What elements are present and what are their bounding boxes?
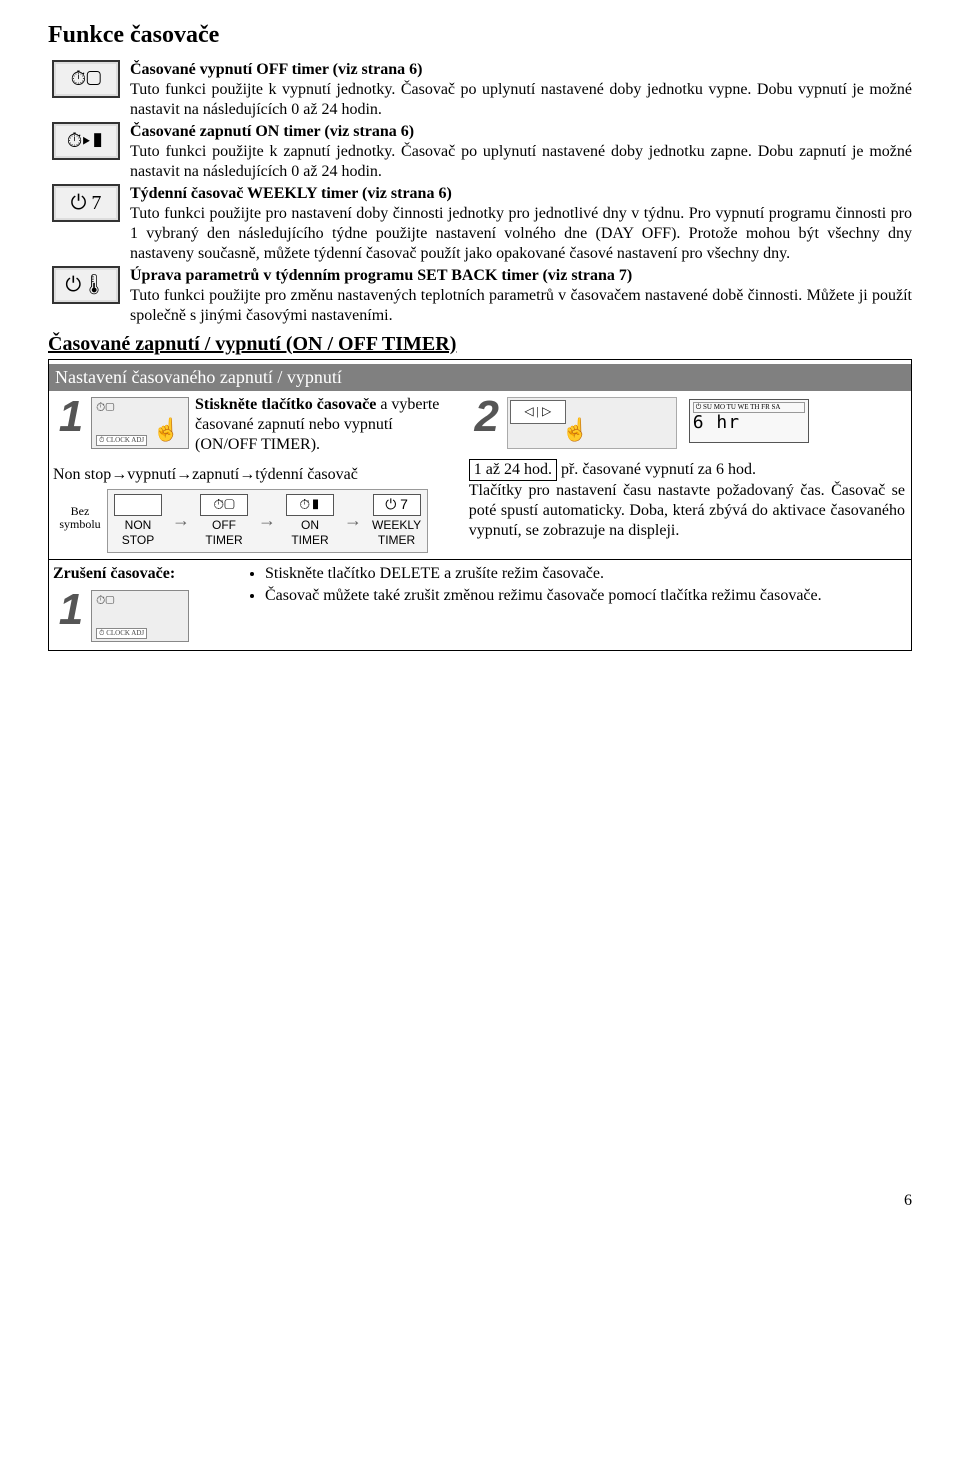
arrow-icon: → <box>172 509 190 532</box>
page-number: 6 <box>48 1191 912 1211</box>
hand-icon: ☝ <box>562 416 589 444</box>
func-heading: Časované vypnutí OFF timer (viz strana 6… <box>130 61 422 78</box>
func-off-timer: ⏱▢ Časované vypnutí OFF timer (viz stran… <box>48 60 912 120</box>
display-value: 6 hr <box>693 413 805 433</box>
func-body: Tuto funkci použijte pro nastavení doby … <box>130 205 912 262</box>
setback-timer-icon: ⏻🌡 <box>52 266 120 304</box>
func-text: Týdenní časovač WEEKLY timer (viz strana… <box>130 184 912 264</box>
section-onoff-title: Časované zapnutí / vypnutí (ON / OFF TIM… <box>48 332 912 357</box>
cancel-bullet: Stiskněte tlačítko DELETE a zrušíte reži… <box>265 564 822 584</box>
mode-weekly: ⏻ 7 WEEKLY TIMER <box>372 494 421 548</box>
arrow-icon: → <box>344 509 362 532</box>
functions-list: ⏱▢ Časované vypnutí OFF timer (viz stran… <box>48 60 912 326</box>
mode-l1: ON <box>286 518 334 533</box>
mode-icon: ⏱▮ <box>286 494 334 516</box>
func-setback-timer: ⏻🌡 Úprava parametrů v týdenním programu … <box>48 266 912 326</box>
mode-nonstop: NON STOP <box>114 494 162 548</box>
step1-col: 1 ⏱▢ ⏱ CLOCK ADJ ☝ Stiskněte tlačítko ča… <box>49 393 463 559</box>
on-timer-icon: ⏱▸▮ <box>52 122 120 160</box>
mode-l1: WEEKLY <box>372 518 421 533</box>
mode-icon: ⏻ 7 <box>373 494 421 516</box>
func-body: Tuto funkci použijte pro změnu nastavený… <box>130 287 912 324</box>
step1-bold: Stiskněte tlačítko časovače <box>195 396 376 413</box>
cancel-bullet: Časovač můžete také zrušit změnou režimu… <box>265 586 822 606</box>
cancel-bullets: Stiskněte tlačítko DELETE a zrušíte reži… <box>243 564 822 642</box>
mode-off: ⏱▢ OFF TIMER <box>200 494 248 548</box>
clock-adj-label: ⏱ CLOCK ADJ <box>96 628 147 639</box>
mode-l2: TIMER <box>200 533 248 548</box>
step2: 2 ◁ | ▷ ☝ ⏻ SU MO TU WE TH FR SA 6 hr <box>469 395 905 449</box>
func-on-timer: ⏱▸▮ Časované zapnutí ON timer (viz stran… <box>48 122 912 182</box>
mode-l2: TIMER <box>372 533 421 548</box>
hand-icon: ☝ <box>153 416 180 444</box>
settings-bar: Nastavení časovaného zapnutí / vypnutí <box>49 364 911 391</box>
step2-col: 2 ◁ | ▷ ☝ ⏻ SU MO TU WE TH FR SA 6 hr 1 … <box>463 393 911 559</box>
func-heading: Úprava parametrů v týdenním programu SET… <box>130 267 632 284</box>
arrow-icon: → <box>258 509 276 532</box>
clock-adj-label: ⏱ CLOCK ADJ <box>96 435 147 446</box>
mode-boxes: NON STOP → ⏱▢ OFF TIMER → ⏱▮ ON TIMER <box>107 489 428 553</box>
range-box: 1 až 24 hod. <box>469 459 557 481</box>
func-text: Časované zapnutí ON timer (viz strana 6)… <box>130 122 912 182</box>
func-body: Tuto funkci použijte k vypnutí jednotky.… <box>130 81 912 118</box>
func-heading: Časované zapnutí ON timer (viz strana 6) <box>130 123 414 140</box>
cancel-section: Zrušení časovače: 1 ⏱▢ ⏱ CLOCK ADJ Stisk… <box>49 559 911 650</box>
mode-l1: OFF <box>200 518 248 533</box>
onoff-frame: Nastavení časovaného zapnutí / vypnutí 1… <box>48 359 912 651</box>
step1: 1 ⏱▢ ⏱ CLOCK ADJ ☝ Stiskněte tlačítko ča… <box>53 395 457 455</box>
off-timer-icon: ⏱▢ <box>52 60 120 98</box>
func-body: Tuto funkci použijte k zapnutí jednotky.… <box>130 143 912 180</box>
steps-row: 1 ⏱▢ ⏱ CLOCK ADJ ☝ Stiskněte tlačítko ča… <box>49 393 911 559</box>
cancel-step-number: 1 <box>53 588 89 632</box>
step2-text: 1 až 24 hod. př. časované vypnutí za 6 h… <box>469 459 905 541</box>
cancel-illustration: ⏱▢ ⏱ CLOCK ADJ <box>91 590 189 642</box>
no-symbol-label: Bez symbolu <box>53 505 107 531</box>
cancel-left: Zrušení časovače: 1 ⏱▢ ⏱ CLOCK ADJ <box>53 564 243 642</box>
func-text: Úprava parametrů v týdenním programu SET… <box>130 266 912 326</box>
mode-l1: NON <box>114 518 162 533</box>
mode-l2: TIMER <box>286 533 334 548</box>
step1-illustration: ⏱▢ ⏱ CLOCK ADJ ☝ <box>91 397 189 449</box>
weekly-timer-icon: ⏻ 7 <box>52 184 120 222</box>
lcd-display: ⏻ SU MO TU WE TH FR SA 6 hr <box>689 399 809 443</box>
mode-row: Bez symbolu NON STOP → ⏱▢ OFF TIMER → <box>53 489 457 553</box>
func-weekly-timer: ⏻ 7 Týdenní časovač WEEKLY timer (viz st… <box>48 184 912 264</box>
func-text: Časované vypnutí OFF timer (viz strana 6… <box>130 60 912 120</box>
cancel-title: Zrušení časovače: <box>53 565 175 582</box>
mode-on: ⏱▮ ON TIMER <box>286 494 334 548</box>
arrow-buttons-icon: ◁ | ▷ <box>510 400 566 424</box>
mode-icon: ⏱▢ <box>200 494 248 516</box>
step1-text: Stiskněte tlačítko časovače a vyberte ča… <box>195 395 457 455</box>
mode-l2: STOP <box>114 533 162 548</box>
func-heading: Týdenní časovač WEEKLY timer (viz strana… <box>130 185 452 202</box>
range-after: př. časované vypnutí za 6 hod. <box>557 461 756 478</box>
mode-sequence-text: Non stop→vypnutí→zapnutí→týdenní časovač <box>53 465 457 485</box>
step1-number: 1 <box>53 395 89 439</box>
mode-icon <box>114 494 162 516</box>
step2-body: Tlačítky pro nastavení času nastavte pož… <box>469 482 905 539</box>
step2-number: 2 <box>469 395 505 439</box>
page-title: Funkce časovače <box>48 20 912 50</box>
step2-illustration: ◁ | ▷ ☝ <box>507 397 677 449</box>
